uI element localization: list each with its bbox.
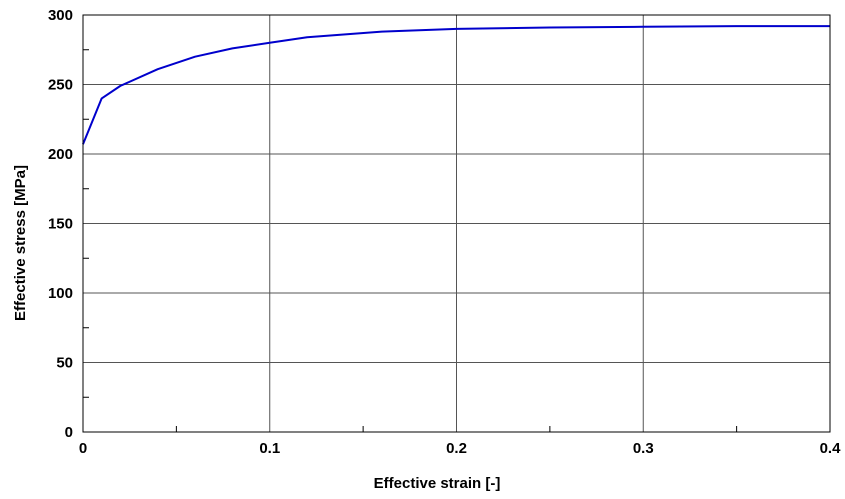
y-tick-label: 150 bbox=[48, 216, 73, 233]
x-tick-label: 0.2 bbox=[446, 440, 467, 457]
data-point bbox=[642, 26, 644, 28]
data-point bbox=[549, 27, 551, 29]
y-tick-label: 300 bbox=[48, 7, 73, 24]
x-tick-labels: 0 0.1 0.2 0.3 0.4 bbox=[79, 440, 841, 457]
data-point bbox=[269, 42, 271, 44]
x-tick-label: 0.3 bbox=[633, 440, 654, 457]
y-tick-label: 250 bbox=[48, 77, 73, 94]
data-point bbox=[736, 25, 738, 27]
data-point bbox=[381, 31, 383, 33]
data-point bbox=[456, 28, 458, 30]
x-tick-label: 0.1 bbox=[259, 440, 280, 457]
x-tick-label: 0 bbox=[79, 440, 87, 457]
data-point bbox=[120, 85, 122, 87]
plot-frame bbox=[82, 14, 831, 433]
data-point bbox=[232, 48, 234, 50]
data-point bbox=[194, 56, 196, 58]
y-axis-label: Effective stress [MPa] bbox=[12, 165, 29, 321]
grid-layer bbox=[83, 15, 830, 432]
y-tick-label: 100 bbox=[48, 285, 73, 302]
x-axis-label: Effective strain [-] bbox=[374, 475, 501, 492]
y-tick-label: 200 bbox=[48, 146, 73, 163]
y-tick-labels: 0 50 100 150 200 250 300 bbox=[48, 7, 73, 441]
data-point bbox=[157, 68, 159, 70]
series-layer bbox=[82, 25, 830, 145]
series-line bbox=[82, 25, 830, 145]
x-tick-label: 0.4 bbox=[820, 440, 842, 457]
data-point bbox=[306, 36, 308, 38]
data-point bbox=[101, 98, 103, 100]
minor-tick-layer bbox=[83, 49, 738, 432]
y-tick-label: 50 bbox=[56, 355, 73, 372]
y-tick-label: 0 bbox=[65, 424, 73, 441]
